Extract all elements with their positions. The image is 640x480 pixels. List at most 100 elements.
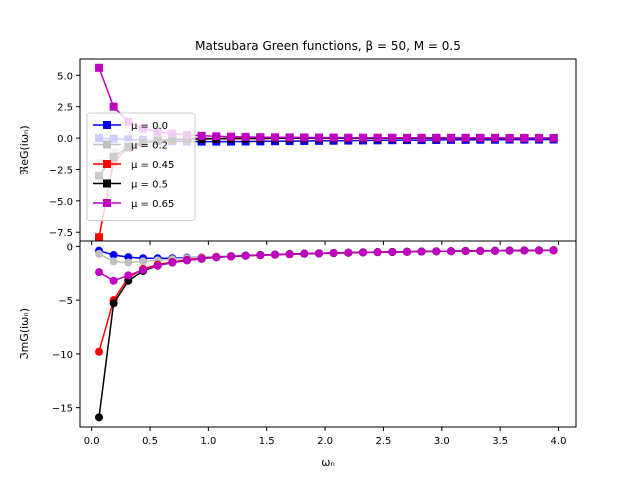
data-point	[447, 133, 456, 142]
legend-marker	[103, 179, 111, 188]
data-point	[329, 133, 338, 142]
data-point	[535, 133, 544, 142]
y-tick-label: −5.0	[49, 197, 73, 208]
data-point	[95, 63, 104, 72]
y-tick-label: −10	[52, 350, 73, 361]
data-point	[505, 133, 514, 142]
data-point	[109, 102, 118, 111]
data-point	[549, 133, 558, 142]
data-point	[197, 131, 206, 140]
x-tick-label: 2.0	[317, 436, 333, 447]
x-tick-label: 0.5	[142, 436, 158, 447]
legend-label: μ = 0.5	[131, 180, 168, 191]
data-point	[520, 133, 529, 142]
data-point	[344, 248, 353, 257]
data-point	[403, 247, 412, 256]
data-point	[256, 251, 265, 260]
legend-label: μ = 0.45	[131, 160, 174, 171]
x-axis-label: ωₙ	[321, 456, 335, 469]
x-tick-label: 3.5	[492, 436, 508, 447]
y-tick-label: −15	[52, 404, 73, 415]
x-tick-label: 1.5	[259, 436, 275, 447]
y-tick-label: −7.5	[49, 228, 73, 239]
data-point	[373, 248, 382, 257]
data-point	[109, 299, 118, 308]
data-point	[329, 249, 338, 258]
data-point	[476, 133, 485, 142]
legend: μ = 0.0 μ = 0.2 μ = 0.45 μ = 0.5 μ = 0.65	[86, 112, 196, 221]
data-point	[95, 249, 104, 258]
chart-title: Matsubara Green functions, β = 50, M = 0…	[195, 39, 461, 53]
y-tick-label: 2.5	[57, 103, 73, 114]
data-point	[315, 133, 324, 142]
data-point	[271, 133, 280, 142]
data-point	[373, 133, 382, 142]
data-point	[95, 413, 104, 422]
y-tick-label: 0.0	[57, 134, 73, 145]
data-point	[168, 258, 177, 267]
x-tick-label: 0.0	[84, 436, 100, 447]
x-tick-label: 1.0	[200, 436, 216, 447]
data-point	[241, 251, 250, 260]
plot-area	[95, 246, 558, 422]
data-point	[520, 246, 529, 255]
data-point	[344, 133, 353, 142]
y-tick-label: 0	[67, 242, 73, 253]
y-axis-label: ℑmG(iωₙ)	[18, 308, 31, 360]
data-point	[359, 133, 368, 142]
data-point	[124, 271, 133, 280]
data-point	[109, 250, 118, 259]
data-point	[315, 249, 324, 258]
data-point	[139, 266, 148, 275]
x-tick-label: 4.0	[551, 436, 567, 447]
data-point	[417, 133, 426, 142]
data-point	[461, 246, 470, 255]
x-tick-label: 2.5	[375, 436, 391, 447]
data-point	[549, 246, 558, 255]
data-point	[461, 133, 470, 142]
data-point	[403, 133, 412, 142]
data-point	[388, 133, 397, 142]
legend-marker	[103, 199, 111, 207]
y-tick-label: 5.0	[57, 71, 73, 82]
axes-frame	[79, 240, 577, 428]
data-point	[183, 256, 192, 265]
data-point	[359, 248, 368, 257]
data-point	[300, 249, 309, 258]
data-point	[197, 254, 206, 263]
series-line-4	[98, 249, 554, 282]
data-point	[212, 253, 221, 262]
data-point	[109, 276, 118, 285]
y-tick-label: −2.5	[49, 165, 73, 176]
legend-label: μ = 0.65	[131, 199, 174, 210]
x-tick-label: 3.0	[434, 436, 450, 447]
series-line-1	[98, 249, 554, 264]
data-point	[271, 250, 280, 259]
legend-label: μ = 0.2	[131, 141, 168, 152]
data-point	[388, 247, 397, 256]
legend-marker	[103, 160, 111, 168]
data-point	[432, 133, 441, 142]
data-point	[153, 261, 162, 270]
data-point	[417, 247, 426, 256]
data-point	[491, 133, 500, 142]
data-point	[109, 257, 118, 266]
data-point	[285, 250, 294, 259]
data-point	[285, 133, 294, 142]
legend-box	[86, 112, 196, 221]
data-point	[227, 132, 236, 141]
data-point	[432, 247, 441, 256]
y-axis-label: ℜeG(iωₙ)	[18, 125, 31, 174]
data-point	[95, 268, 104, 277]
series-line-3	[98, 249, 554, 418]
legend-label: μ = 0.0	[131, 121, 168, 132]
data-point	[491, 246, 500, 255]
data-point	[95, 233, 104, 241]
data-point	[227, 252, 236, 261]
data-point	[505, 246, 514, 255]
bottom-panel-imaginary-part: 0 −5 −10 −15 0.0 0.5 1.0 1.5 2.0 2.5 3.0 3.5 4.0 ℑmG(…	[18, 240, 577, 469]
data-point	[447, 247, 456, 256]
data-point	[241, 132, 250, 141]
data-point	[300, 133, 309, 142]
legend-marker	[103, 140, 111, 149]
